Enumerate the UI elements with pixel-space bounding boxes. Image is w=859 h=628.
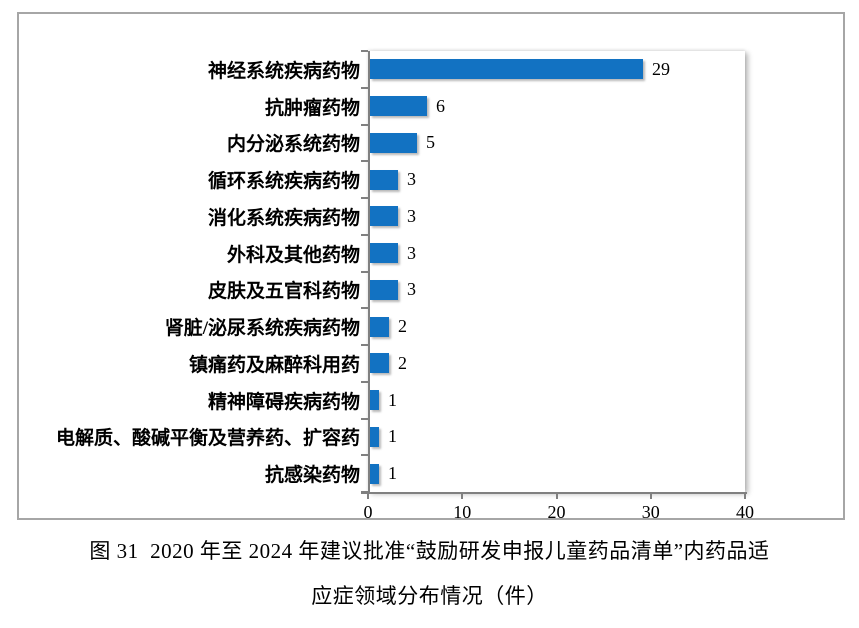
category-label: 内分泌系统药物 — [226, 134, 360, 156]
x-axis-tick-label: 30 — [641, 502, 660, 522]
bar-value-label: 29 — [652, 58, 670, 79]
bar-value-label: 5 — [426, 132, 435, 153]
y-axis-tick — [361, 50, 368, 52]
figure-caption: 图 31 2020 年至 2024 年建议批准“鼓励研发申报儿童药品清单”内药品… — [0, 541, 859, 607]
category-label: 镇痛药及麻醉科用药 — [188, 354, 360, 376]
y-axis-tick — [361, 380, 368, 383]
bar — [370, 390, 379, 411]
category-label: 皮肤及五官科药物 — [207, 281, 360, 303]
plot-area — [368, 51, 745, 492]
caption-line-1: 图 31 2020 年至 2024 年建议批准“鼓励研发申报儿童药品清单”内药品… — [89, 539, 770, 563]
bar-value-label: 3 — [407, 205, 416, 226]
category-label: 消化系统疾病药物 — [207, 207, 360, 229]
bar-chart: 神经系统疾病药物 29 抗肿瘤药物 6 内分泌系统药物 5 循环系统疾病药物 3 消化系统疾病药… — [19, 14, 843, 522]
bar-value-label: 3 — [407, 279, 416, 300]
bar — [370, 169, 398, 190]
bar-value-label: 6 — [436, 95, 445, 116]
category-label: 神经系统疾病药物 — [207, 60, 360, 82]
x-axis-tick — [744, 492, 746, 499]
y-axis-tick — [361, 344, 368, 346]
bar — [370, 279, 398, 300]
y-axis-tick — [361, 417, 368, 420]
category-label: 精神障碍疾病药物 — [207, 391, 360, 413]
y-axis-tick — [361, 160, 368, 163]
y-axis-tick — [361, 307, 368, 310]
x-axis-tick-label: 0 — [363, 502, 373, 522]
bar — [370, 243, 398, 264]
bar-value-label: 1 — [388, 426, 397, 447]
x-axis-tick — [555, 492, 558, 499]
category-label: 循环系统疾病药物 — [207, 171, 360, 193]
category-label: 肾脏/泌尿系统疾病药物 — [164, 318, 360, 340]
bar-value-label: 3 — [407, 169, 416, 190]
bar — [370, 463, 379, 484]
x-axis-tick — [461, 492, 464, 499]
category-label: 抗感染药物 — [264, 465, 360, 487]
category-label: 外科及其他药物 — [226, 244, 360, 266]
category-label: 电解质、酸碱平衡及营养药、扩容药 — [55, 428, 360, 450]
bar-value-label: 1 — [388, 463, 397, 484]
bar-value-label: 2 — [398, 352, 407, 373]
x-axis-tick-label: 20 — [547, 502, 566, 522]
chart-frame: 神经系统疾病药物 29 抗肿瘤药物 6 内分泌系统药物 5 循环系统疾病药物 3 消化系统疾病药… — [17, 12, 845, 522]
x-axis-tick — [649, 492, 652, 499]
y-axis-tick — [361, 197, 368, 199]
bar-value-label: 1 — [388, 389, 397, 410]
category-label: 抗肿瘤药物 — [264, 97, 360, 119]
y-axis-tick — [361, 86, 368, 89]
y-axis-tick — [361, 270, 368, 273]
bar-value-label: 3 — [407, 242, 416, 263]
bar — [370, 426, 379, 447]
bar — [370, 59, 643, 80]
caption-line-2: 应症领域分布情况（件） — [311, 584, 548, 608]
bar-value-label: 2 — [398, 316, 407, 337]
bar — [370, 353, 389, 374]
bar — [370, 96, 427, 117]
bar — [370, 316, 389, 337]
bar — [370, 132, 417, 153]
x-axis-tick-label: 40 — [736, 502, 754, 522]
y-axis-line — [368, 51, 370, 492]
bar — [370, 206, 398, 227]
x-axis-line — [361, 492, 747, 494]
y-axis-tick — [361, 233, 368, 236]
y-axis-tick — [361, 123, 368, 126]
x-axis-tick-label: 10 — [453, 502, 472, 522]
y-axis-tick — [361, 454, 368, 457]
x-axis-tick — [367, 492, 369, 499]
